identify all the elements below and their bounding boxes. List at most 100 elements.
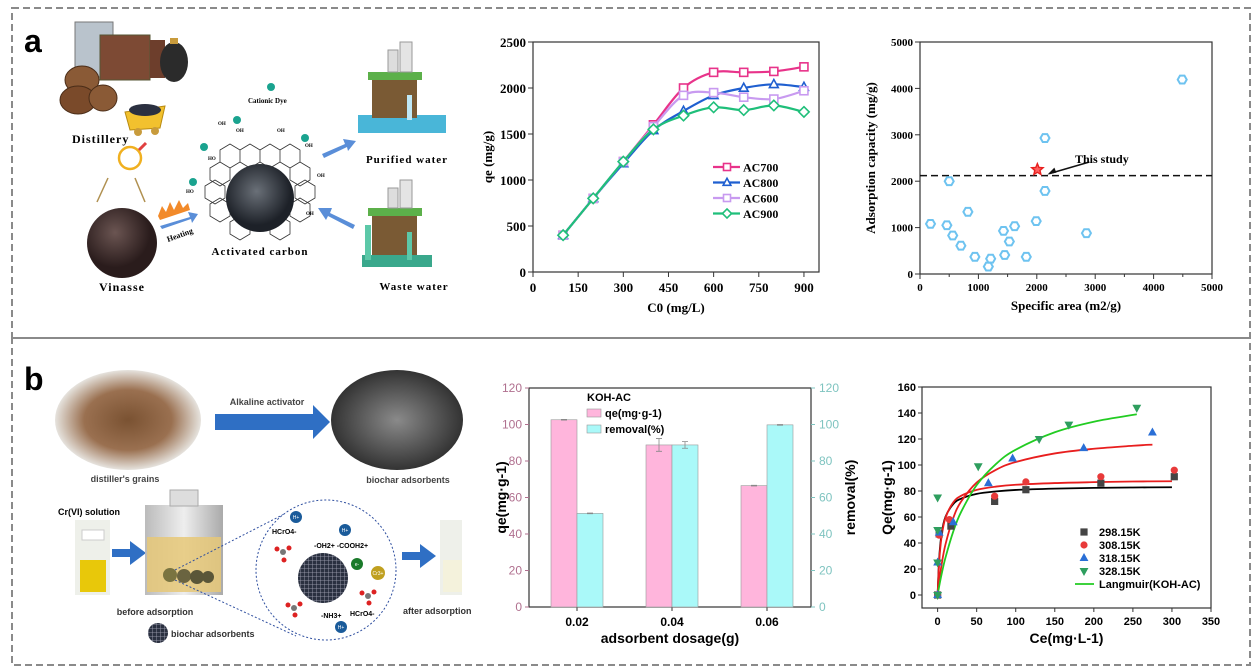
data-point-AC900 [737,103,751,117]
x-tick-label: 300 [614,280,634,295]
svg-text:H+: H+ [338,625,345,631]
y-tick-label: 60 [509,491,523,505]
y-tick-label: 1500 [500,127,526,142]
error-bar [587,512,593,515]
y-tick-label: 1000 [891,223,914,235]
y-tick-label: 160 [898,382,916,394]
label-cationic-dye: Cationic Dye [248,97,287,105]
bar-qe [550,419,578,608]
y-tick-label: 20 [509,564,523,578]
y-axis-label: qe (mg/g) [480,131,495,183]
y-tick-label: 4000 [891,83,914,95]
x-tick-label: 0 [917,282,923,294]
data-point-AC700 [738,67,749,78]
x-tick-label: 5000 [1201,282,1224,294]
arrow-to-purified [322,139,356,158]
zoom-line [174,507,297,571]
data-point-AC600 [738,92,749,102]
biochar-sphere [298,553,348,603]
legend-marker [721,207,733,220]
chart-dosage-bars: 0 0 20 20 40 40 60 60 80 80 100 100 120 120 0.02 0.04 0.… [493,381,858,646]
purified-water-building [358,41,446,133]
functional-group-labels: OH OH OH HO OH OH HO OH [186,122,325,217]
y-right-tick-label: 20 [819,564,833,578]
label-after-adsorption: after adsorption [403,606,472,616]
y-tick-label: 100 [898,460,916,472]
svg-text:e-: e- [355,562,360,568]
waste-water-building [362,179,432,267]
x-tick-label: 0 [935,616,941,628]
legend-marker [721,176,733,187]
data-point-AC600 [799,85,809,96]
legend-marker [1080,528,1088,536]
x-axis-label: adsorbent dosage(g) [601,630,739,646]
svg-text:OH: OH [277,129,285,134]
label-activated-carbon: Activated carbon [212,246,309,258]
y-tick-label: 2500 [500,35,526,50]
data-point-298.15K [1097,479,1105,487]
legend-marker [1079,552,1089,562]
x-tick-label: 250 [1124,616,1142,628]
y-right-tick-label: 80 [819,454,833,468]
data-point [1080,228,1093,239]
distillery-illustration [59,21,188,136]
heating-arrow [158,200,198,229]
x-tick-label: 200 [1085,616,1103,628]
x-tick-label: 0 [530,280,537,295]
x-tick-label: 750 [749,280,769,295]
y-right-tick-label: 0 [819,600,826,614]
this-study-marker [1029,161,1045,176]
legend-swatch [586,424,602,434]
annotation-label: This study [1075,152,1129,166]
y-axis-label: Adsorption capacity (mg/g) [863,82,878,234]
x-tick-label: 150 [568,280,588,295]
data-point-AC900 [556,228,570,242]
legend-swatch [586,408,602,418]
data-point-328.15K [933,494,943,503]
panel-b-border [11,337,1251,666]
x-tick-label: 4000 [1143,282,1166,294]
svg-text:OH: OH [236,129,244,134]
magnifier-icon [96,141,148,203]
y-tick-label: 120 [898,434,916,446]
data-point-318.15K [1079,443,1089,452]
data-point-308.15K [991,492,999,500]
legend-label: AC700 [743,161,778,175]
data-point-328.15K [1064,421,1074,430]
data-point-AC800 [737,81,750,92]
legend-label: AC600 [743,192,778,206]
error-bar [561,418,567,421]
x-tick-label: 1000 [967,282,990,294]
data-point-AC900 [797,105,811,119]
vinasse-sphere [87,208,157,278]
bar-qe [645,444,673,608]
data-point-328.15K [973,463,983,472]
data-point-318.15K [948,517,958,526]
svg-text:H+: H+ [293,515,300,521]
data-point [1030,216,1042,227]
legend-label: qe(mg·g-1) [605,408,662,420]
y-tick-label: 120 [502,381,522,395]
chart-capacity-vs-area: 0 1000 2000 3000 4000 5000 0 1000 2000 3000 4000 50… [863,37,1224,313]
data-point-328.15K [933,559,943,568]
legend-title: KOH-AC [587,392,631,404]
arrow-from-waste [318,208,355,229]
x-tick-label: 150 [1046,616,1064,628]
chromate-molecules [274,545,377,618]
data-point-308.15K [1022,478,1030,486]
y-tick-label: 0 [515,600,522,614]
y-right-tick-label: 120 [819,381,839,395]
y-tick-label: 100 [502,418,522,432]
error-bar [777,424,783,426]
x-tick-label: 300 [1163,616,1181,628]
chart-qe-vs-c0: 0 500 1000 1500 2000 2500 0 150 300 450 600 750 900 C… [480,35,820,315]
data-point-AC900 [586,192,600,205]
legend-label: 298.15K [1099,527,1141,539]
y-axis-label: Qe(mg·g-1) [879,460,895,535]
label-biochar-adsorbents-top: biochar adsorbents [366,475,450,485]
bar-qe [740,485,768,608]
svg-text:HO: HO [186,190,194,195]
x-tick-label: 50 [971,616,983,628]
data-point [947,230,959,241]
y-tick-label: 140 [898,408,916,420]
